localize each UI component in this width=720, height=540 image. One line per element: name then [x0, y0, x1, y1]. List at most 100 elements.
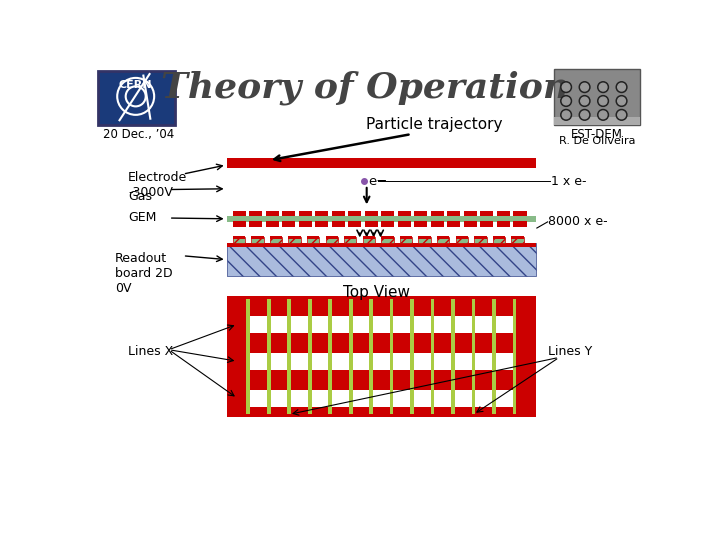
Bar — [447, 221, 461, 226]
Bar — [382, 237, 394, 244]
Bar — [514, 217, 526, 221]
Bar — [464, 217, 476, 221]
Bar — [227, 158, 536, 168]
Bar — [98, 71, 175, 125]
Bar — [315, 221, 328, 226]
Bar — [456, 237, 468, 244]
Bar — [227, 296, 536, 417]
Bar — [451, 299, 455, 414]
Bar — [513, 221, 526, 226]
Text: Readout
board 2D
0V: Readout board 2D 0V — [115, 252, 173, 295]
Circle shape — [618, 111, 626, 119]
Bar — [513, 299, 516, 414]
Bar — [287, 299, 291, 414]
Bar — [333, 217, 344, 221]
Bar — [480, 221, 493, 226]
Bar — [513, 211, 526, 217]
Bar — [431, 217, 444, 221]
Bar — [227, 244, 536, 276]
Bar — [266, 217, 278, 221]
Bar — [366, 217, 377, 221]
Circle shape — [581, 97, 588, 105]
Circle shape — [581, 83, 588, 91]
Bar — [328, 299, 332, 414]
Bar — [390, 299, 394, 414]
Bar — [511, 237, 523, 244]
Bar — [492, 236, 505, 239]
Text: Theory of Operation: Theory of Operation — [161, 71, 570, 105]
Bar — [299, 221, 312, 226]
Circle shape — [579, 96, 590, 106]
Bar — [437, 236, 449, 239]
Bar — [332, 221, 345, 226]
Bar — [365, 211, 378, 217]
Bar — [414, 221, 428, 226]
Circle shape — [579, 110, 590, 120]
Bar — [227, 242, 536, 247]
Circle shape — [618, 97, 626, 105]
Bar — [266, 299, 271, 414]
Circle shape — [581, 111, 588, 119]
Bar — [399, 217, 410, 221]
Bar — [418, 236, 431, 239]
Bar — [307, 236, 320, 239]
Text: Electrode
-3000V: Electrode -3000V — [128, 171, 187, 199]
Bar — [497, 211, 510, 217]
Bar — [270, 237, 282, 244]
Circle shape — [562, 111, 570, 119]
Bar — [398, 221, 411, 226]
Bar — [431, 221, 444, 226]
Bar — [315, 211, 328, 217]
Bar — [348, 299, 353, 414]
Bar — [400, 236, 413, 239]
Bar — [249, 211, 262, 217]
Bar — [464, 221, 477, 226]
Text: CERN: CERN — [119, 80, 153, 90]
Bar — [456, 236, 468, 239]
Text: 20 Dec., ’04: 20 Dec., ’04 — [104, 128, 174, 141]
Bar — [344, 237, 356, 244]
Bar — [246, 299, 250, 414]
Bar — [248, 390, 515, 407]
Bar — [480, 211, 493, 217]
Bar — [227, 215, 536, 222]
Bar — [497, 221, 510, 226]
Bar — [431, 211, 444, 217]
Bar — [349, 217, 361, 221]
Circle shape — [598, 96, 608, 106]
Bar — [365, 221, 378, 226]
Bar — [250, 217, 261, 221]
Text: Particle trajectory: Particle trajectory — [366, 117, 503, 132]
Circle shape — [561, 110, 572, 120]
Bar — [248, 316, 515, 333]
Bar — [554, 117, 640, 125]
Text: Lines X: Lines X — [128, 345, 174, 357]
Bar — [448, 217, 459, 221]
Bar — [418, 237, 431, 244]
Circle shape — [599, 111, 607, 119]
Bar — [289, 237, 301, 244]
Bar — [363, 236, 375, 239]
Bar — [299, 211, 312, 217]
Bar — [307, 299, 312, 414]
Bar — [300, 217, 311, 221]
Bar — [233, 211, 246, 217]
Bar — [481, 217, 492, 221]
Bar — [382, 217, 394, 221]
Text: e−: e− — [368, 174, 387, 187]
Bar — [248, 353, 515, 370]
Bar — [325, 237, 338, 244]
Circle shape — [618, 83, 626, 91]
Bar — [431, 299, 434, 414]
Bar — [233, 217, 245, 221]
Bar — [382, 221, 395, 226]
Bar — [363, 237, 375, 244]
Bar — [233, 221, 246, 226]
Bar — [447, 211, 461, 217]
Circle shape — [616, 82, 627, 92]
Bar — [233, 237, 245, 244]
Circle shape — [561, 96, 572, 106]
Circle shape — [598, 110, 608, 120]
Bar — [464, 211, 477, 217]
Text: R. De Oliveira: R. De Oliveira — [559, 137, 635, 146]
